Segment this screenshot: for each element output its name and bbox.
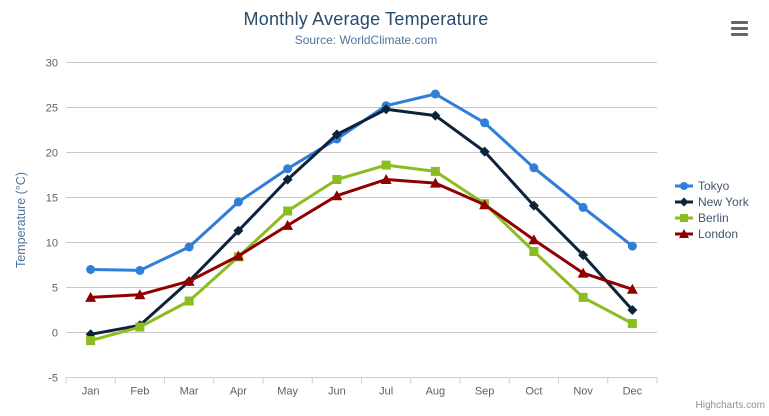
y-axis-label: 30 [46,58,58,70]
x-axis-label: Nov [573,386,593,398]
london-series-marker-icon [675,229,693,238]
new-york-series-marker-icon [675,197,693,207]
legend-label: Tokyo [698,179,730,193]
x-axis-label: Mar [180,386,199,398]
legend-item-new-york[interactable]: New York [674,194,749,210]
series-tokyo[interactable] [86,89,637,275]
berlin-series-marker-icon [675,214,693,222]
legend: Tokyo New York Berlin London [674,178,749,242]
y-axis-label: 5 [52,283,58,295]
legend-label: London [698,227,739,241]
tokyo-series-marker-icon [675,182,693,190]
x-axis-label: May [277,386,298,398]
legend-item-tokyo[interactable]: Tokyo [674,178,749,194]
hamburger-menu-icon[interactable] [731,20,750,37]
x-axis-label: Dec [623,386,643,398]
legend-label: Berlin [698,211,729,225]
x-axis-label: Apr [230,386,247,398]
legend-item-berlin[interactable]: Berlin [674,210,749,226]
y-axis-label: 20 [46,148,58,160]
x-axis-label: Oct [525,386,542,398]
x-axis-label: Sep [475,386,495,398]
x-axis-label: Feb [130,386,149,398]
series-new-york[interactable] [85,104,638,340]
legend-item-london[interactable]: London [674,226,749,242]
x-axis-label: Jan [82,386,100,398]
chart-subtitle: Source: WorldClimate.com [294,33,438,47]
highcharts-credit-link[interactable]: Highcharts.com [695,400,765,411]
legend-label: New York [698,195,749,209]
chart-title: Monthly Average Temperature [243,9,489,29]
y-axis-label: -5 [48,373,58,385]
y-axis-label: 0 [52,328,58,340]
series-berlin[interactable] [86,160,637,346]
series-london[interactable] [85,174,638,302]
x-axis-label: Jul [379,386,393,398]
y-axis-label: 15 [46,193,58,205]
x-axis-label: Jun [328,386,346,398]
x-axis-label: Aug [426,386,446,398]
y-axis-label: 25 [46,103,58,115]
y-axis-label: 10 [46,238,58,250]
y-axis-title: Temperature (°C) [14,172,28,268]
